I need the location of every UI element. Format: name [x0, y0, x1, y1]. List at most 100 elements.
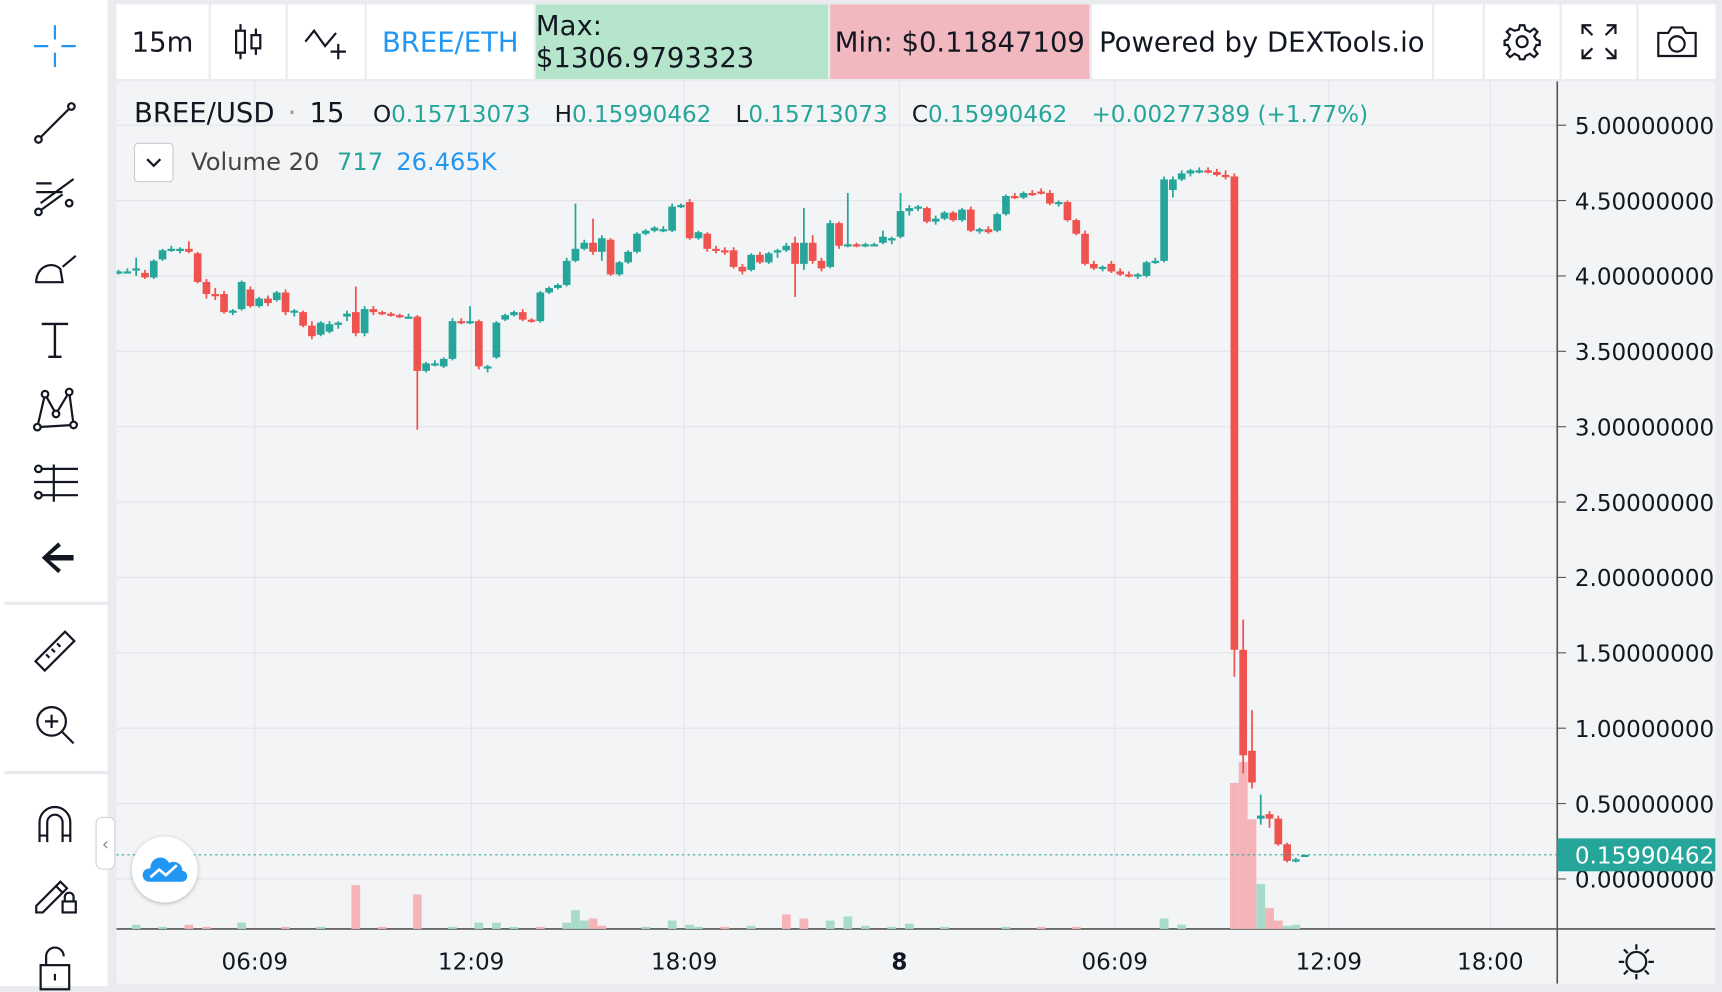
powered-by-link[interactable]: Powered by DEXTools.io — [1092, 4, 1435, 80]
indicators-button[interactable] — [288, 4, 367, 80]
tradingview-logo[interactable] — [131, 836, 198, 903]
candle-body — [800, 242, 808, 264]
brush-icon[interactable] — [26, 244, 83, 292]
candle-body — [1037, 191, 1045, 194]
candle-body — [729, 250, 738, 267]
candle-body — [817, 260, 826, 269]
candle-body — [474, 321, 483, 367]
volume-bar — [588, 918, 598, 929]
candle-body — [1248, 750, 1256, 783]
candle-body — [580, 242, 589, 249]
candle-body — [606, 239, 615, 275]
candle-body — [343, 313, 351, 317]
ruler-icon[interactable] — [26, 628, 83, 676]
zoom-in-icon[interactable] — [26, 701, 83, 749]
candle-body — [510, 312, 518, 316]
candle-body — [1204, 170, 1212, 173]
volume-bar — [825, 920, 835, 929]
candle-body — [466, 321, 474, 324]
candle-body — [272, 292, 281, 301]
candle-body — [413, 316, 422, 371]
toolbar-divider — [4, 770, 108, 775]
volume-bar — [1159, 918, 1169, 929]
candle-body — [694, 232, 703, 239]
candle-body — [650, 227, 659, 231]
interval-button[interactable]: 15m — [116, 4, 211, 80]
volume-legend: Volume 20 717 26.465K — [133, 142, 497, 183]
candle-body — [1098, 266, 1107, 270]
price-chart[interactable]: 5.00000000 4.50000000 4.00000000 3.50000000… — [116, 81, 1716, 984]
candle-body — [1292, 859, 1300, 862]
candle-body — [931, 218, 940, 222]
lock-icon[interactable] — [26, 942, 83, 991]
crosshair-icon[interactable] — [26, 22, 83, 70]
volume-bar — [667, 920, 677, 929]
candle-body — [1019, 193, 1028, 198]
y-tick-label: 1.00000000 — [1575, 717, 1714, 743]
candle-body — [641, 230, 650, 234]
screenshot-button[interactable] — [1639, 4, 1716, 79]
text-tool-icon[interactable] — [26, 316, 83, 364]
fib-tool-icon[interactable] — [26, 171, 83, 219]
pair-button[interactable]: BREE/ETH — [367, 4, 536, 80]
settings-button[interactable] — [1485, 4, 1562, 80]
legend-dot: · — [287, 96, 297, 129]
volume-bar — [597, 925, 607, 929]
axis-settings-icon[interactable] — [1617, 942, 1657, 982]
candlestick-type-button[interactable] — [211, 4, 288, 80]
candle-body — [905, 208, 914, 212]
pencil-lock-icon[interactable] — [26, 870, 83, 918]
collapse-toolbar-tab[interactable]: ‹ — [95, 816, 116, 870]
magnet-icon[interactable] — [26, 799, 83, 847]
empty-slot — [1434, 4, 1485, 80]
candle-body — [554, 284, 562, 288]
candle-body — [1002, 196, 1010, 215]
candle-body — [764, 253, 773, 263]
legend-open-label: O — [372, 101, 392, 128]
candle-body — [589, 242, 597, 252]
prediction-tool-icon[interactable] — [26, 459, 83, 507]
candle-body — [316, 322, 325, 335]
candle-body — [167, 248, 176, 251]
candle-body — [870, 244, 879, 247]
volume-bar — [1177, 924, 1187, 929]
volume-bar — [720, 926, 730, 929]
candle-body — [185, 248, 193, 252]
candle-body — [536, 292, 545, 322]
volume-bar — [1265, 908, 1274, 929]
volume-bar — [281, 926, 290, 929]
candle-body — [281, 292, 290, 313]
candle-body — [677, 205, 685, 208]
chevron-down-icon — [146, 158, 162, 168]
trend-line-icon[interactable] — [26, 99, 83, 147]
drawing-toolbar — [0, 0, 108, 991]
candle-body — [334, 322, 343, 325]
candle-body — [861, 244, 870, 247]
candle-body — [756, 254, 764, 263]
candle-body — [492, 322, 501, 358]
volume-label: Volume 20 — [191, 148, 320, 177]
candle-body — [1160, 179, 1168, 261]
candle-body — [325, 324, 334, 332]
volume-bar — [781, 914, 791, 929]
last-price-label: 0.15990462 — [1575, 844, 1714, 870]
candle-body — [431, 363, 439, 366]
volume-bar — [562, 922, 572, 929]
collapse-legend-button[interactable] — [133, 142, 174, 183]
volume-bar — [579, 920, 589, 929]
candle-body — [923, 208, 931, 222]
pattern-tool-icon[interactable] — [26, 386, 83, 434]
volume-bar — [1001, 926, 1011, 929]
candle-body — [360, 309, 369, 334]
candle-body — [1230, 176, 1239, 650]
volume-bar — [491, 922, 501, 929]
legend-high-value: 0.15990462 — [571, 101, 712, 128]
candle-body — [993, 214, 1002, 231]
indicator-add-icon — [304, 28, 346, 60]
candle-body — [1125, 274, 1133, 277]
fullscreen-button[interactable] — [1562, 4, 1639, 80]
candle-body — [685, 202, 694, 239]
volume-bar — [746, 925, 756, 929]
chart-area[interactable]: 5.00000000 4.50000000 4.00000000 3.50000000… — [116, 81, 1716, 984]
back-arrow-icon[interactable] — [26, 534, 83, 582]
